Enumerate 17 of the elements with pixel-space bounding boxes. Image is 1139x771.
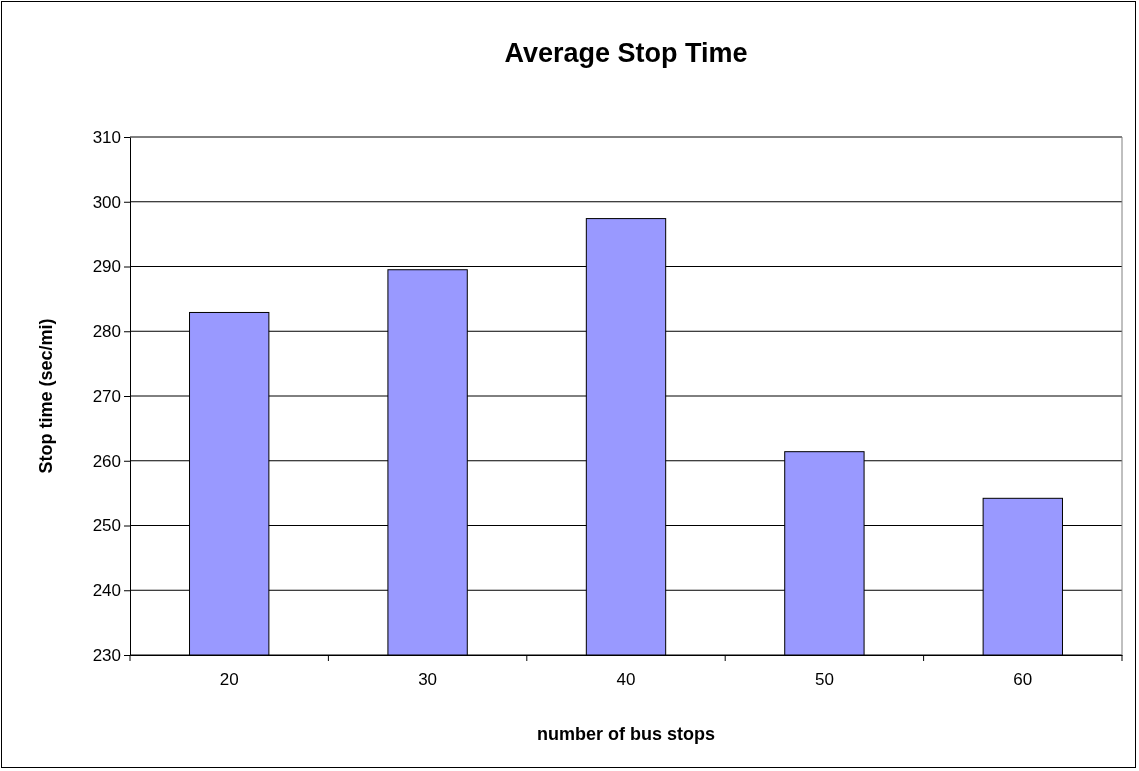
- y-tick-label: 310: [92, 127, 121, 147]
- x-tick-label: 40: [616, 670, 636, 690]
- x-tick-label: 20: [219, 670, 239, 690]
- y-tick-label: 260: [92, 451, 121, 471]
- y-tick-label: 230: [92, 645, 121, 665]
- x-tick-label: 30: [418, 670, 438, 690]
- x-tick-label: 60: [1013, 670, 1033, 690]
- y-tick-label: 300: [92, 192, 121, 212]
- x-axis-title: number of bus stops: [536, 724, 716, 744]
- chart-title: Average Stop Time: [504, 38, 748, 68]
- y-tick-label: 270: [92, 386, 121, 406]
- y-tick-label: 240: [92, 581, 121, 601]
- y-axis-title: Stop time (sec/mi): [36, 318, 56, 474]
- y-tick-label: 250: [92, 516, 121, 536]
- x-tick-label: 50: [814, 670, 834, 690]
- y-tick-label: 280: [92, 322, 121, 342]
- y-tick-label: 290: [92, 257, 121, 277]
